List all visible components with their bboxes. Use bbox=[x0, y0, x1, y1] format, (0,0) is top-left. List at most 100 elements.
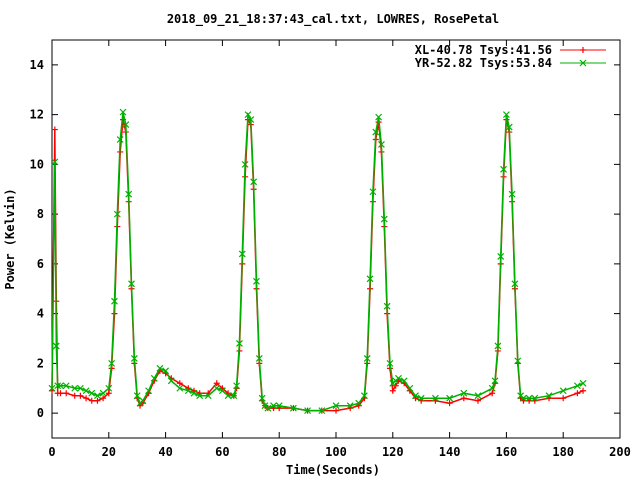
data-point bbox=[236, 340, 243, 347]
data-point bbox=[289, 404, 297, 412]
data-point bbox=[511, 280, 519, 288]
legend-label-yr: YR-52.82 Tsys:53.84 bbox=[415, 56, 552, 70]
data-point bbox=[99, 389, 107, 397]
data-point bbox=[57, 382, 64, 390]
y-tick-label: 10 bbox=[30, 157, 44, 171]
data-point bbox=[497, 252, 505, 260]
data-point bbox=[111, 297, 118, 305]
data-point bbox=[253, 277, 260, 285]
data-point bbox=[76, 384, 84, 392]
data-point bbox=[150, 374, 158, 382]
data-point bbox=[378, 141, 385, 148]
data-point bbox=[162, 367, 170, 375]
data-point bbox=[275, 402, 283, 410]
y-tick-label: 4 bbox=[37, 307, 44, 321]
data-point bbox=[574, 390, 581, 397]
data-point bbox=[238, 250, 246, 258]
data-point bbox=[122, 121, 130, 128]
data-point bbox=[264, 404, 272, 412]
y-axis-label: Power (Kelvin) bbox=[3, 188, 17, 289]
data-point bbox=[360, 392, 368, 400]
data-point bbox=[502, 111, 510, 119]
data-point bbox=[100, 395, 107, 402]
data-point bbox=[156, 364, 164, 372]
data-point bbox=[355, 399, 363, 407]
data-point bbox=[494, 342, 502, 350]
data-point bbox=[244, 111, 252, 119]
data-point bbox=[108, 359, 116, 367]
data-point bbox=[83, 395, 90, 402]
data-point bbox=[224, 392, 232, 400]
data-point bbox=[113, 210, 121, 218]
legend-marker bbox=[580, 47, 586, 53]
data-point bbox=[417, 394, 425, 402]
data-point bbox=[525, 394, 533, 402]
series-line bbox=[51, 111, 584, 412]
data-point bbox=[400, 377, 408, 385]
data-point bbox=[204, 392, 212, 400]
data-point bbox=[128, 280, 135, 288]
data-point bbox=[270, 402, 277, 410]
y-tick-label: 12 bbox=[30, 108, 44, 122]
x-tick-label: 180 bbox=[552, 445, 574, 459]
data-point bbox=[488, 384, 496, 392]
data-point bbox=[446, 400, 453, 407]
data-point bbox=[213, 384, 221, 392]
data-point bbox=[386, 359, 394, 367]
data-point bbox=[366, 275, 374, 283]
data-point bbox=[579, 379, 587, 387]
series-xl bbox=[49, 116, 587, 414]
data-point bbox=[51, 158, 59, 166]
series-layer bbox=[48, 108, 587, 415]
data-point bbox=[88, 397, 95, 404]
y-tick-label: 8 bbox=[37, 207, 44, 221]
y-tick-label: 2 bbox=[37, 356, 44, 370]
data-point bbox=[520, 394, 527, 402]
data-point bbox=[258, 394, 266, 402]
data-point bbox=[395, 374, 402, 382]
chart-title: 2018_09_21_18:37:43_cal.txt, LOWRES, Ros… bbox=[167, 12, 499, 27]
data-point bbox=[48, 384, 56, 392]
data-point bbox=[250, 178, 258, 186]
data-point bbox=[545, 392, 553, 400]
data-point bbox=[63, 390, 70, 397]
data-point bbox=[333, 407, 339, 414]
x-axis: 0 20 40 60 80 100 120 140 160 180 200 bbox=[48, 40, 631, 459]
data-point bbox=[332, 402, 340, 410]
data-point bbox=[51, 126, 58, 133]
x-tick-label: 200 bbox=[609, 445, 631, 459]
data-point bbox=[531, 394, 539, 402]
data-point bbox=[167, 377, 175, 385]
data-point bbox=[375, 113, 383, 121]
data-point bbox=[559, 387, 567, 395]
data-point bbox=[176, 384, 184, 392]
data-point bbox=[119, 108, 127, 116]
data-point bbox=[247, 116, 255, 124]
data-point bbox=[489, 390, 496, 397]
data-point bbox=[389, 387, 396, 394]
data-point bbox=[233, 382, 241, 390]
data-point bbox=[57, 390, 64, 397]
x-tick-label: 140 bbox=[439, 445, 461, 459]
data-point bbox=[514, 357, 522, 365]
data-point bbox=[241, 160, 249, 168]
x-tick-label: 120 bbox=[382, 445, 404, 459]
data-point bbox=[133, 392, 141, 400]
x-tick-label: 100 bbox=[325, 445, 347, 459]
data-point bbox=[218, 387, 226, 395]
data-point bbox=[573, 382, 581, 390]
x-tick-label: 20 bbox=[102, 445, 116, 459]
data-point bbox=[54, 382, 62, 390]
data-point bbox=[82, 387, 90, 395]
y-tick-label: 0 bbox=[37, 406, 44, 420]
data-point bbox=[88, 389, 96, 397]
x-tick-label: 40 bbox=[158, 445, 172, 459]
data-point bbox=[184, 387, 192, 395]
data-point bbox=[412, 392, 419, 400]
legend: XL-40.78 Tsys:41.56 YR-52.82 Tsys:53.84 bbox=[415, 43, 606, 70]
data-point bbox=[475, 397, 481, 404]
data-point bbox=[304, 407, 312, 415]
x-tick-label: 60 bbox=[215, 445, 229, 459]
x-tick-label: 160 bbox=[496, 445, 518, 459]
data-point bbox=[176, 380, 183, 387]
